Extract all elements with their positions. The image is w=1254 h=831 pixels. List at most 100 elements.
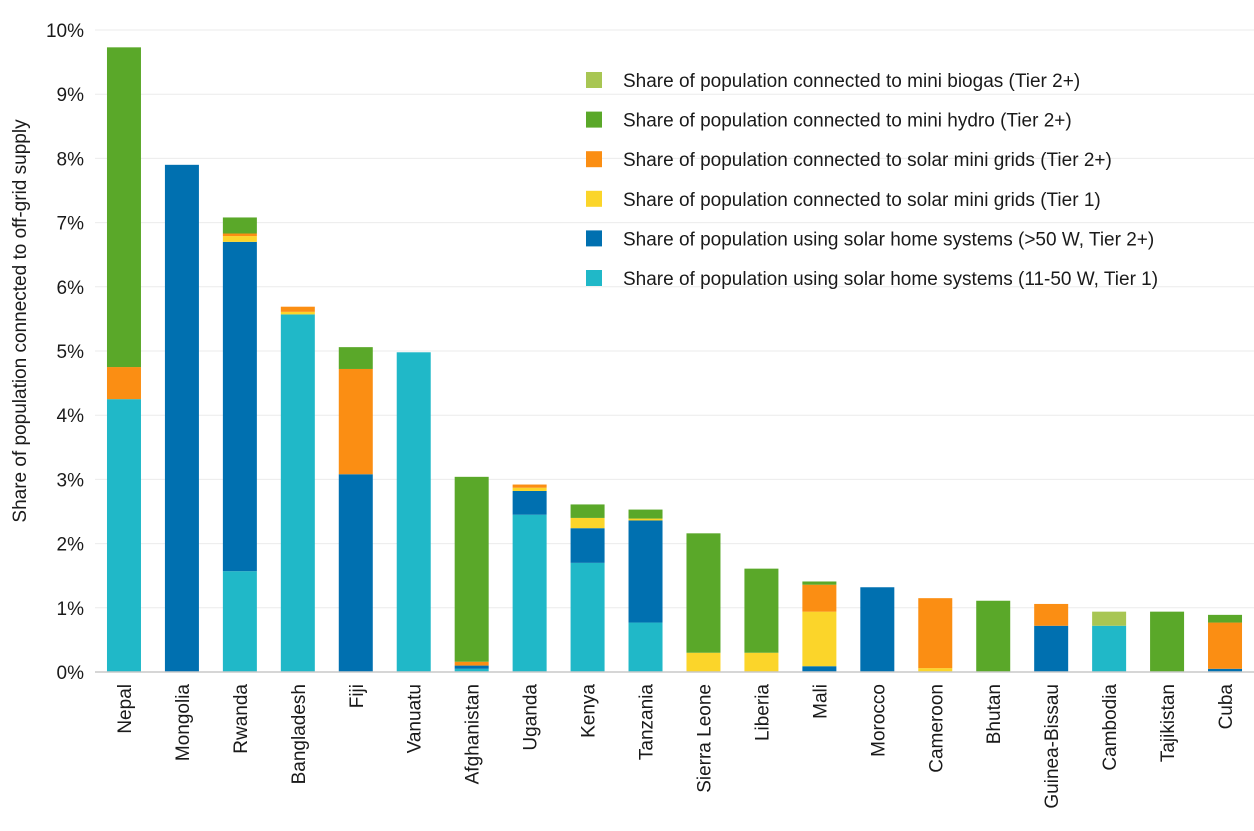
bar-segment: [570, 517, 605, 529]
bar-segment: [744, 652, 779, 672]
bar-segment: [280, 306, 315, 312]
y-tick-label: 10%: [46, 21, 84, 42]
y-tick-labels: 0% 1% 2% 3% 4% 5% 6% 7% 8% 9% 10%: [46, 21, 84, 684]
bar-segment: [454, 661, 489, 666]
bar-segment: [222, 233, 257, 237]
y-tick-label: 3%: [57, 470, 85, 491]
bar-segment: [164, 164, 199, 672]
bar-segment: [1092, 611, 1127, 626]
bar-segment: [570, 504, 605, 518]
bar-segment: [512, 484, 547, 488]
bar-segment: [280, 314, 315, 672]
x-tick-label: Tajikistan: [1158, 684, 1179, 762]
bar-segment: [744, 568, 779, 653]
bar-segment: [570, 562, 605, 672]
bar-segment: [338, 474, 373, 672]
y-tick-label: 4%: [57, 406, 85, 427]
y-tick-label: 8%: [57, 149, 85, 170]
x-tick-label: Morocco: [868, 684, 889, 757]
legend-label: Share of population connected to solar m…: [623, 150, 1112, 171]
x-tick-label: Cameroon: [926, 684, 947, 773]
legend-label: Share of population connected to solar m…: [623, 190, 1101, 211]
bar-segment: [570, 528, 605, 563]
legend-label: Share of population connected to mini bi…: [623, 71, 1080, 92]
y-tick-label: 9%: [57, 85, 85, 106]
bar-segment: [454, 665, 489, 669]
bar-segment: [1208, 668, 1243, 672]
bar-segment: [802, 611, 837, 667]
bar-segment: [1208, 614, 1243, 623]
bar-segment: [802, 584, 837, 612]
x-tick-label: Kenya: [579, 684, 600, 738]
bar-segment: [628, 622, 663, 672]
bar-segment: [512, 490, 547, 515]
bar-segment: [628, 520, 663, 623]
x-tick-labels: Nepal Mongolia Rwanda Bangladesh Fiji Vanuatu…: [115, 684, 1237, 809]
legend-swatch: [586, 111, 602, 128]
bar-segment: [222, 571, 257, 672]
x-tick-label: Sierra Leone: [694, 684, 715, 793]
bar-segment: [1034, 625, 1069, 672]
y-tick-label: 1%: [57, 599, 85, 620]
bar-segment: [1150, 611, 1185, 672]
x-tick-label: Tanzania: [637, 684, 658, 760]
x-tick-label: Rwanda: [231, 684, 252, 754]
x-tick-label: Afghanistan: [463, 684, 484, 784]
bar-segment: [454, 668, 489, 672]
x-tick-label: Bangladesh: [289, 684, 310, 784]
x-tick-label: Nepal: [115, 684, 136, 734]
bar-segment: [628, 518, 663, 521]
bar-segment: [106, 47, 141, 368]
bar-segment: [976, 600, 1011, 672]
legend-label: Share of population using solar home sys…: [623, 229, 1154, 250]
x-tick-label: Guinea-Bissau: [1042, 684, 1063, 809]
y-tick-label: 0%: [57, 663, 85, 684]
legend-swatch: [586, 72, 602, 88]
bar-segment: [1034, 603, 1069, 626]
bar-segment: [338, 368, 373, 475]
y-tick-label: 5%: [57, 342, 85, 363]
bar-segment: [860, 587, 895, 672]
x-tick-label: Vanuatu: [405, 684, 426, 753]
bar-segment: [106, 367, 141, 400]
bar-segment: [512, 514, 547, 672]
legend-swatch: [586, 270, 602, 286]
bar-segment: [686, 652, 721, 672]
bars: [106, 47, 1243, 672]
bar-segment: [338, 347, 373, 369]
bar-segment: [222, 241, 257, 572]
legend-swatch: [586, 190, 602, 207]
legend-swatch: [586, 230, 602, 247]
bar-segment: [512, 487, 547, 491]
x-tick-label: Uganda: [521, 684, 542, 751]
legend-label: Share of population using solar home sys…: [623, 269, 1158, 290]
x-tick-label: Bhutan: [984, 684, 1005, 744]
bar-segment: [628, 509, 663, 519]
x-tick-label: Fiji: [347, 684, 368, 708]
y-axis-label: Share of population connected to off-gri…: [10, 119, 31, 523]
x-tick-label: Liberia: [752, 684, 773, 741]
x-tick-label: Mongolia: [173, 684, 194, 762]
x-tick-label: Mali: [810, 684, 831, 719]
legend-swatch: [586, 151, 602, 168]
y-tick-label: 2%: [57, 535, 85, 556]
bar-segment: [918, 668, 953, 672]
bar-segment: [686, 533, 721, 653]
bar-segment: [918, 598, 953, 669]
legend: Share of population connected to mini bi…: [586, 71, 1158, 290]
bar-segment: [280, 311, 315, 315]
bar-segment: [802, 581, 837, 585]
bar-segment: [1092, 625, 1127, 672]
y-tick-label: 6%: [57, 278, 85, 299]
bar-segment: [454, 476, 489, 662]
legend-label: Share of population connected to mini hy…: [623, 111, 1072, 132]
bar-segment: [106, 399, 141, 672]
bar-segment: [802, 666, 837, 672]
x-tick-label: Cuba: [1216, 684, 1237, 730]
bar-segment: [1208, 622, 1243, 669]
y-tick-label: 7%: [57, 214, 85, 235]
x-tick-label: Cambodia: [1100, 684, 1121, 771]
bar-segment: [396, 352, 431, 672]
bar-segment: [222, 236, 257, 242]
